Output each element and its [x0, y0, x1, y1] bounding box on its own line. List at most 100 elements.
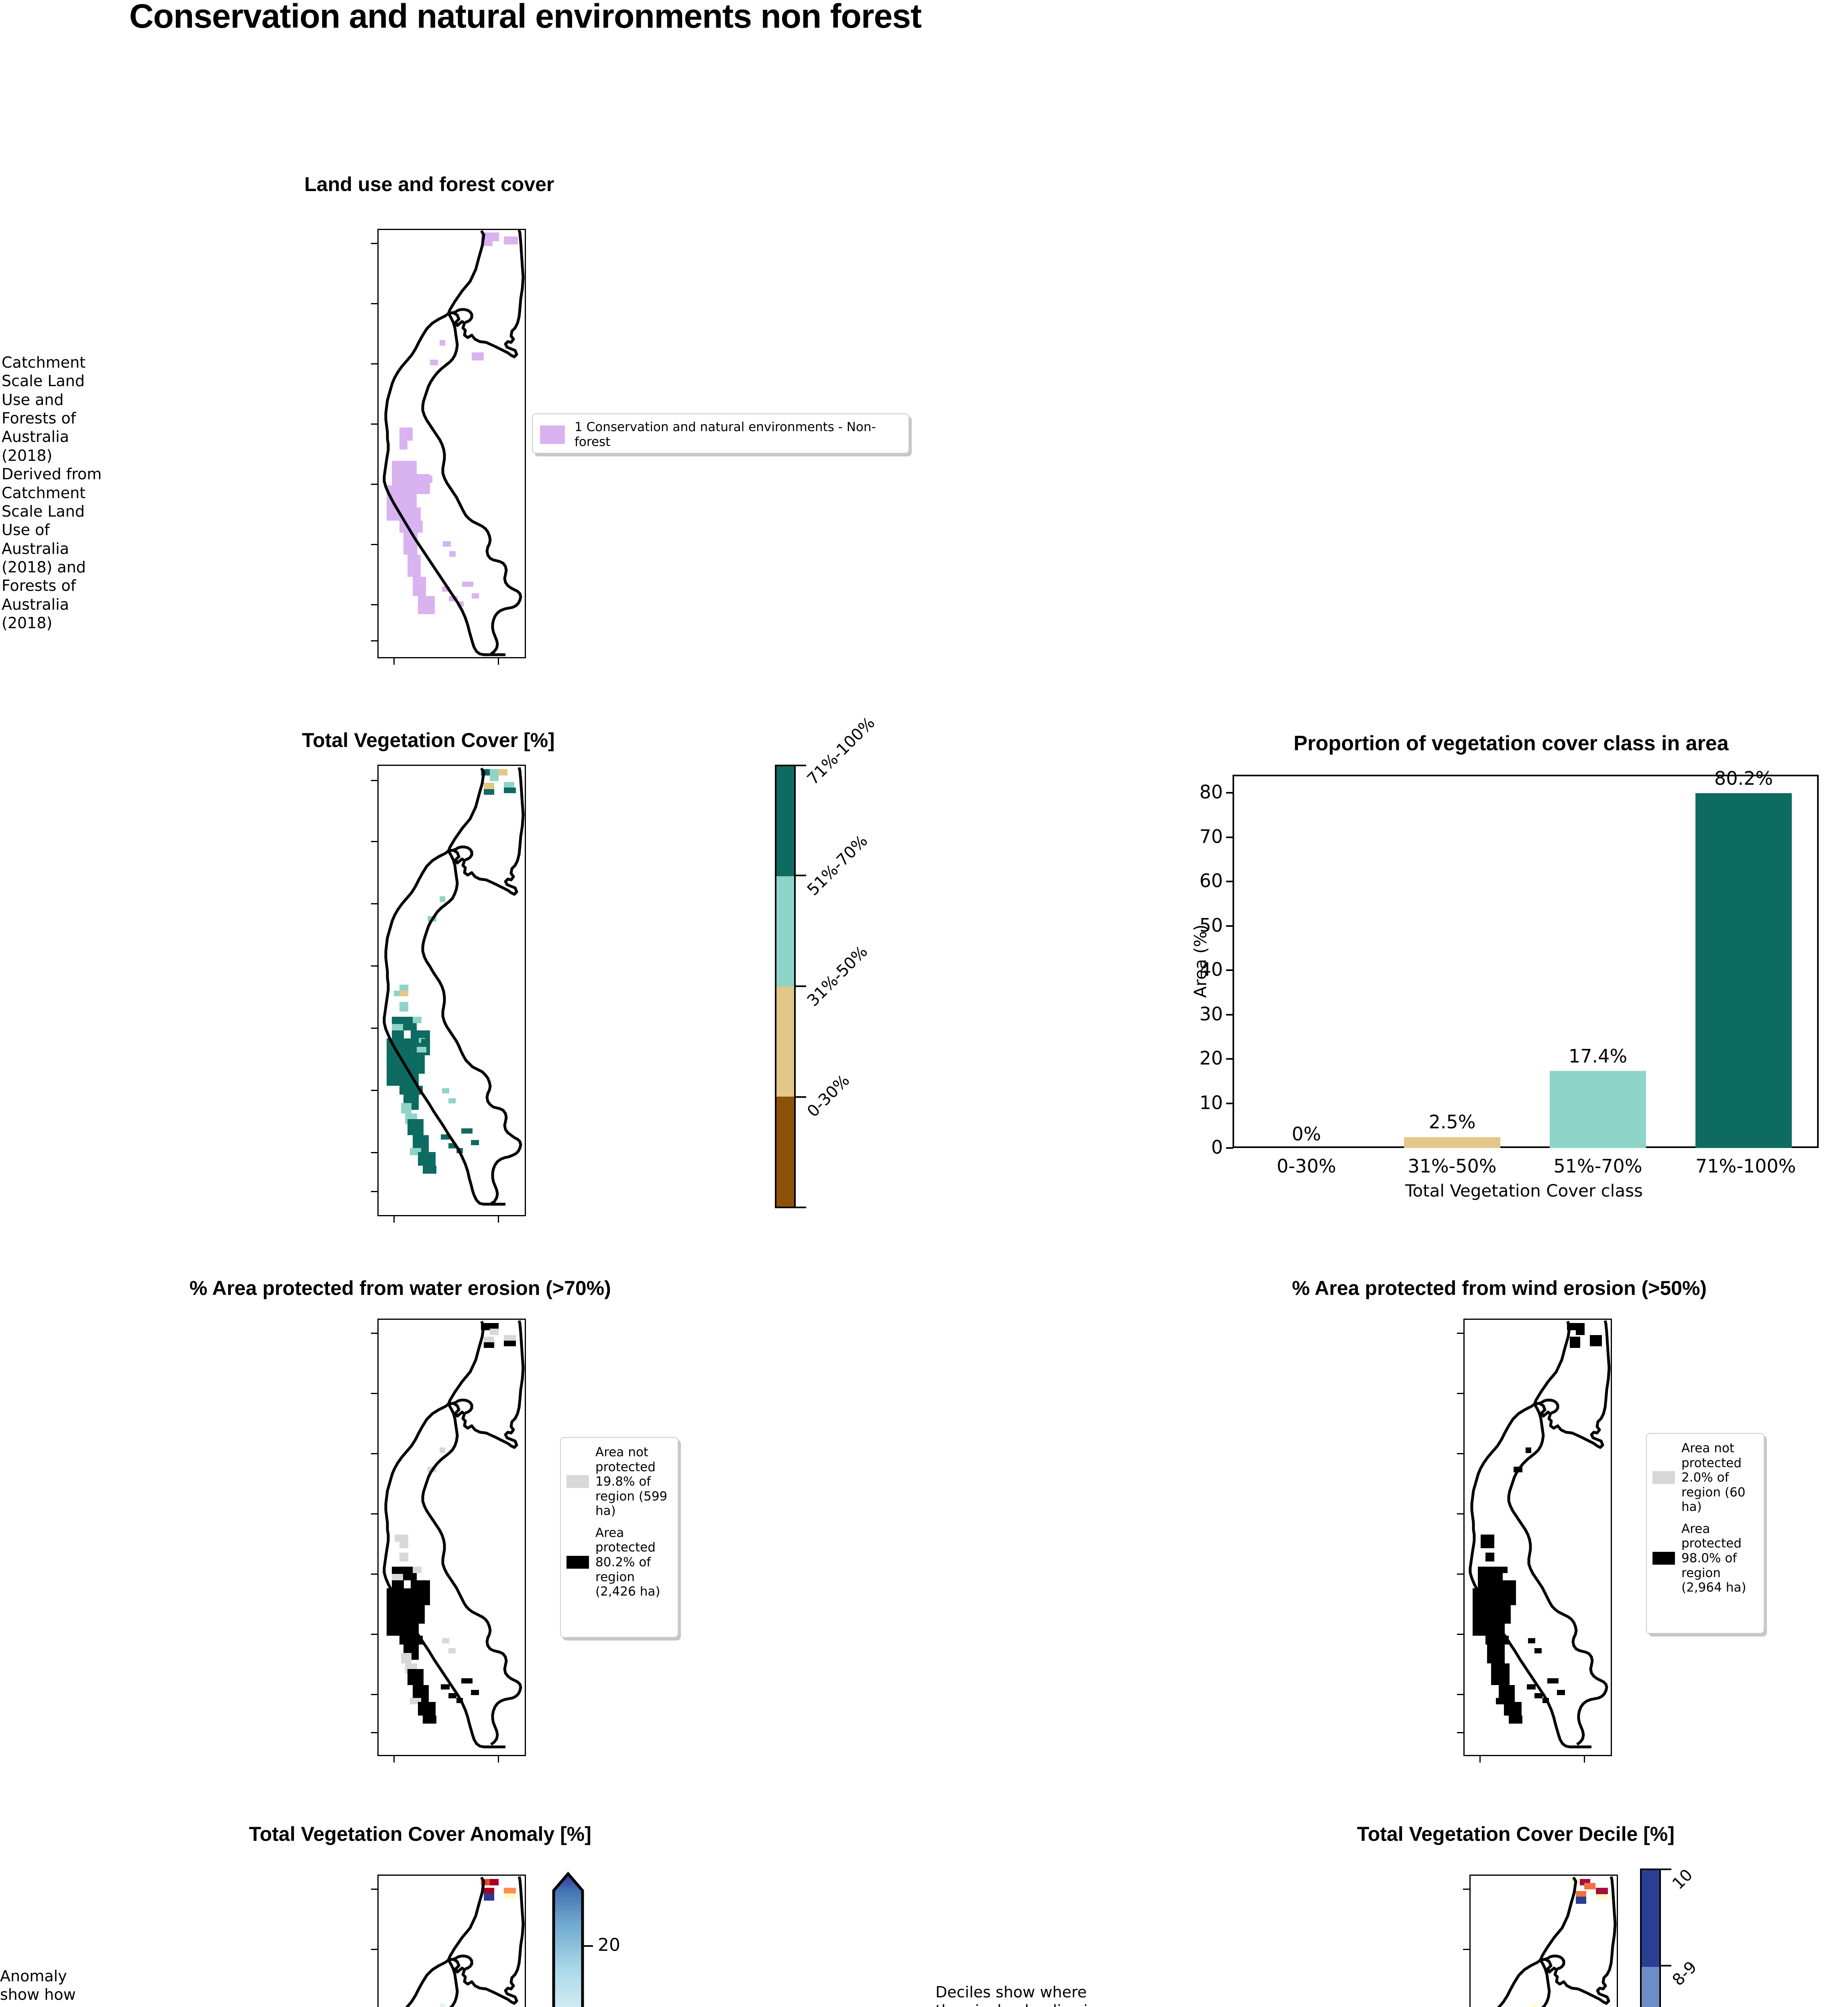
anomaly-map-axis-ticks — [371, 1875, 526, 2007]
ytick-70: 70 — [1199, 826, 1223, 847]
section-title-land-use: Land use and forest cover — [304, 173, 554, 195]
legend-label-conservation-non-forest: 1 Conservation and natural environments … — [575, 420, 876, 449]
ytick-50: 50 — [1199, 914, 1223, 936]
chart-title: Proportion of vegetation cover class in … — [1294, 732, 1729, 755]
region-boundary — [405, 1876, 525, 2007]
legend-item-protected[interactable]: Area protected 98.0% of region (2,964 ha… — [1652, 1522, 1758, 1595]
colorbar-segment-0-30 — [776, 1096, 794, 1207]
veg-cover-colorbar[interactable]: 71%-100% 51%-70% 31%-50% 0-30% — [775, 714, 952, 1210]
legend-swatch-area-not-protected — [566, 1475, 589, 1488]
anomaly-pixels — [440, 1879, 516, 2007]
bar-31-50[interactable] — [1404, 1137, 1500, 1148]
legend-item-protected[interactable]: Area protected 80.2% of region (2,426 ha… — [566, 1526, 672, 1599]
veg-cover-pixels — [387, 769, 516, 1174]
xtick-71-100: 71%-100% — [1695, 1155, 1796, 1177]
ytick-0: 0 — [1211, 1136, 1223, 1158]
legend-item[interactable]: 1 Conservation and natural environments … — [540, 420, 901, 449]
colorbar-label-51-70: 51%-70% — [803, 831, 872, 900]
ytick-10: 10 — [1199, 1092, 1223, 1113]
wind-erosion-pixels — [1473, 1323, 1602, 1724]
land-use-pixels — [387, 232, 518, 614]
decile-label-8-9: 8-9 — [1669, 1958, 1701, 1990]
anomaly-colorbar-svg — [552, 1871, 584, 2007]
chart-y-axis-label: Area (%) — [1190, 924, 1210, 998]
wind-erosion-legend[interactable]: Area not protected 2.0% of region (60 ha… — [1646, 1433, 1764, 1634]
section-title-wind-erosion: % Area protected from wind erosion (>50%… — [1292, 1277, 1707, 1299]
map-total-vegetation-cover[interactable] — [377, 765, 526, 1216]
water-erosion-map-svg — [383, 1320, 525, 1748]
wind-erosion-map-svg — [1469, 1320, 1611, 1748]
bar-label-51-70: 17.4% — [1568, 1045, 1628, 1067]
page-title: Conservation and natural environments no… — [129, 0, 922, 35]
map-area-protected-from-wind-erosion[interactable] — [1463, 1319, 1612, 1756]
veg-cover-map-svg — [383, 767, 525, 1206]
ytick-20: 20 — [1199, 1047, 1223, 1069]
colorbar-segment-71-100 — [776, 766, 794, 877]
decile-side-note: Deciles show where the pixel value lies … — [935, 1983, 1097, 2007]
land-use-map-svg — [383, 230, 525, 656]
section-title-anomaly: Total Vegetation Cover Anomaly [%] — [249, 1823, 591, 1845]
land-use-side-note: Catchment Scale Land Use and Forests of … — [2, 354, 102, 632]
legend-swatch-conservation-non-forest — [540, 425, 565, 444]
legend-item-not-protected[interactable]: Area not protected 19.8% of region (599 … — [566, 1445, 672, 1518]
ytick-60: 60 — [1199, 870, 1223, 892]
section-title-water-erosion: % Area protected from water erosion (>70… — [189, 1277, 611, 1299]
anomaly-map-svg — [405, 1876, 525, 2007]
ytick-30: 30 — [1199, 1003, 1223, 1025]
water-erosion-pixels — [387, 1323, 516, 1724]
legend-label-area-protected: Area protected 98.0% of region (2,964 ha… — [1681, 1521, 1746, 1595]
legend-label-area-protected: Area protected 80.2% of region (2,426 ha… — [595, 1525, 660, 1599]
bar-chart-proportion-of-vegetation-cover-class[interactable]: 0 10 20 30 40 50 60 70 80 0% 2.5% 17.4% … — [1184, 767, 1827, 1212]
map-total-vegetation-cover-decile[interactable] — [1469, 1875, 1618, 2007]
legend-swatch-area-not-protected — [1652, 1471, 1675, 1484]
legend-swatch-area-protected — [566, 1556, 589, 1569]
veg-cover-map-axis-ticks — [371, 765, 526, 1223]
decile-label-10: 10 — [1669, 1865, 1697, 1893]
colorbar-label-31-50: 31%-50% — [803, 942, 872, 1010]
legend-label-area-not-protected: Area not protected 2.0% of region (60 ha… — [1681, 1441, 1746, 1514]
colorbar-label-71-100: 71%-100% — [803, 713, 879, 789]
map-land-use-and-forest-cover[interactable] — [377, 229, 526, 658]
anomaly-side-note: Anomaly show how many percetage points e… — [0, 1967, 76, 2007]
ytick-80: 80 — [1199, 781, 1223, 803]
legend-swatch-area-protected — [1652, 1552, 1675, 1565]
bar-label-31-50: 2.5% — [1428, 1111, 1476, 1133]
bar-51-70[interactable] — [1550, 1071, 1646, 1148]
colorbar-segment-10 — [1642, 1870, 1659, 1967]
xtick-31-50: 31%-50% — [1408, 1155, 1497, 1177]
bar-label-71-100: 80.2% — [1714, 767, 1773, 789]
decile-colorbar[interactable]: 10 8-9 4-7 2-3 1 — [1640, 1865, 1777, 2007]
bar-label-0-30: 0% — [1292, 1123, 1321, 1145]
region-boundary — [1497, 1876, 1617, 2007]
anomaly-colorbar[interactable]: 20 10 0 -10 -20 — [544, 1871, 656, 2007]
xtick-51-70: 51%-70% — [1553, 1155, 1642, 1177]
land-use-map-axis-ticks — [371, 229, 526, 665]
xtick-0-30: 0-30% — [1276, 1155, 1337, 1177]
chart-bars-area: 0% 2.5% 17.4% 80.2% — [1234, 767, 1817, 1148]
wind-erosion-map-axis-ticks — [1457, 1319, 1612, 1763]
decile-map-svg — [1497, 1876, 1617, 2007]
decile-map-axis-ticks — [1463, 1875, 1618, 2007]
ytick-40: 40 — [1199, 959, 1223, 980]
map-total-vegetation-cover-anomaly[interactable] — [377, 1875, 526, 2007]
map-area-protected-from-water-erosion[interactable] — [377, 1319, 526, 1756]
chart-x-axis-label: Total Vegetation Cover class — [1405, 1181, 1643, 1201]
bar-71-100[interactable] — [1695, 793, 1792, 1148]
water-erosion-legend[interactable]: Area not protected 19.8% of region (599 … — [560, 1437, 678, 1638]
section-title-total-vegetation-cover: Total Vegetation Cover [%] — [302, 729, 555, 751]
colorbar-segment-51-70 — [776, 876, 794, 987]
colorbar-segment-31-50 — [776, 986, 794, 1097]
legend-item-not-protected[interactable]: Area not protected 2.0% of region (60 ha… — [1652, 1441, 1758, 1514]
colorbar-label-0-30: 0-30% — [803, 1071, 854, 1121]
water-erosion-map-axis-ticks — [371, 1319, 526, 1763]
colorbar-segment-8-9 — [1642, 1966, 1659, 2007]
region-boundary — [383, 230, 525, 656]
chart-plot-frame — [1233, 775, 1819, 1148]
region-boundary — [1469, 1320, 1611, 1748]
region-boundary — [383, 767, 525, 1206]
region-boundary — [383, 1320, 525, 1748]
section-title-decile: Total Vegetation Cover Decile [%] — [1357, 1823, 1675, 1845]
anomaly-tick-20: 20 — [598, 1935, 620, 1955]
land-use-legend[interactable]: 1 Conservation and natural environments … — [532, 413, 909, 454]
legend-label-area-not-protected: Area not protected 19.8% of region (599 … — [595, 1445, 668, 1518]
